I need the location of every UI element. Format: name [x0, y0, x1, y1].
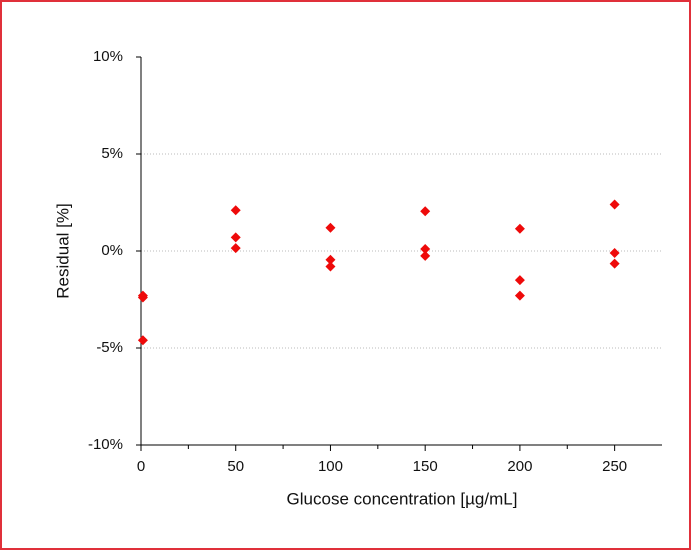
- point: [514, 223, 525, 234]
- y-tick-label: 0%: [101, 242, 123, 259]
- point: [230, 232, 241, 243]
- x-tick-label: 150: [413, 458, 438, 475]
- point: [420, 206, 431, 217]
- x-axis-title: Glucose concentration [µg/mL]: [287, 489, 518, 508]
- x-tick-label: 200: [507, 458, 532, 475]
- point: [230, 205, 241, 216]
- point: [609, 247, 620, 258]
- point: [137, 335, 148, 346]
- point: [137, 292, 148, 303]
- point: [420, 244, 431, 255]
- x-tick-label: 0: [137, 458, 145, 475]
- point: [609, 199, 620, 210]
- point: [230, 243, 241, 254]
- x-tick-label: 100: [318, 458, 343, 475]
- point: [514, 290, 525, 301]
- y-tick-label: -5%: [96, 339, 123, 356]
- point: [325, 254, 336, 265]
- point: [514, 275, 525, 286]
- y-tick-label: -10%: [88, 436, 123, 453]
- point: [609, 258, 620, 269]
- y-tick-label: 10%: [93, 48, 123, 65]
- point: [325, 222, 336, 233]
- point: [325, 261, 336, 272]
- point: [420, 250, 431, 261]
- x-tick-label: 50: [227, 458, 244, 475]
- x-tick-label: 250: [602, 458, 627, 475]
- y-axis-title: Residual [%]: [53, 203, 72, 298]
- y-tick-label: 5%: [101, 145, 123, 162]
